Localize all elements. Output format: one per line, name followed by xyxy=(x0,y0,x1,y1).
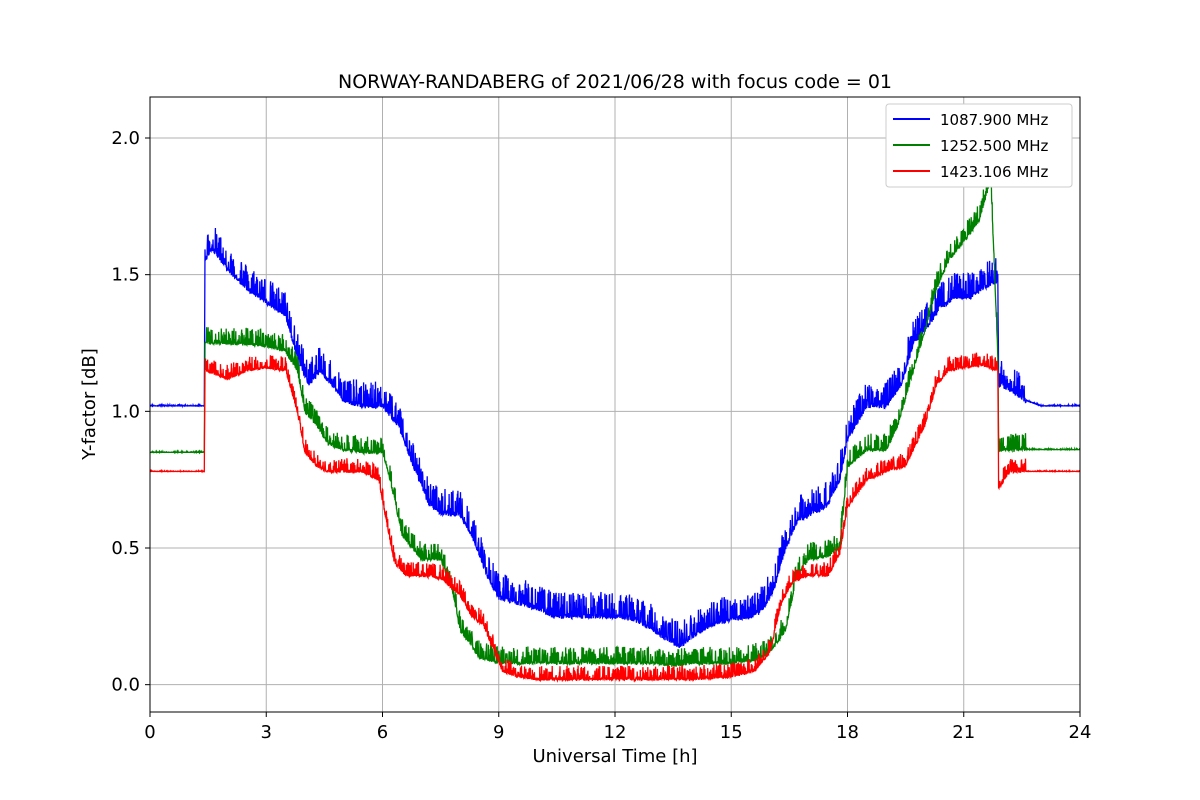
x-tick-label: 24 xyxy=(1069,722,1092,743)
legend-label: 1087.900 MHz xyxy=(940,111,1049,129)
legend-box xyxy=(885,103,1073,188)
y-tick-label: 0.5 xyxy=(111,538,140,559)
x-axis: 0 3 6 9 12 15 18 21 24 xyxy=(144,712,1091,743)
x-tick-label: 0 xyxy=(144,722,155,743)
plot-series-group xyxy=(149,174,1081,683)
x-tick-label: 3 xyxy=(261,722,272,743)
y-tick-label: 2.0 xyxy=(111,128,140,149)
y-axis-label: Y-factor [dB] xyxy=(79,348,100,461)
legend-label: 1252.500 MHz xyxy=(940,137,1049,155)
legend: 1087.900 MHz 1252.500 MHz 1423.106 MHz xyxy=(885,103,1073,188)
x-tick-label: 15 xyxy=(720,722,743,743)
chart-title: NORWAY-RANDABERG of 2021/06/28 with focu… xyxy=(338,71,892,93)
y-axis: 0.0 0.5 1.0 1.5 2.0 xyxy=(111,128,150,696)
series-line-3 xyxy=(149,352,1081,683)
y-tick-label: 1.5 xyxy=(111,265,140,286)
x-tick-label: 9 xyxy=(493,722,504,743)
x-tick-label: 12 xyxy=(604,722,627,743)
legend-label: 1423.106 MHz xyxy=(940,163,1049,181)
y-tick-label: 0.0 xyxy=(111,675,140,696)
x-axis-label: Universal Time [h] xyxy=(532,746,697,767)
x-tick-label: 6 xyxy=(377,722,388,743)
x-tick-label: 21 xyxy=(952,722,975,743)
y-tick-label: 1.0 xyxy=(111,401,140,422)
series-line-2 xyxy=(149,174,1081,668)
x-tick-label: 18 xyxy=(836,722,859,743)
